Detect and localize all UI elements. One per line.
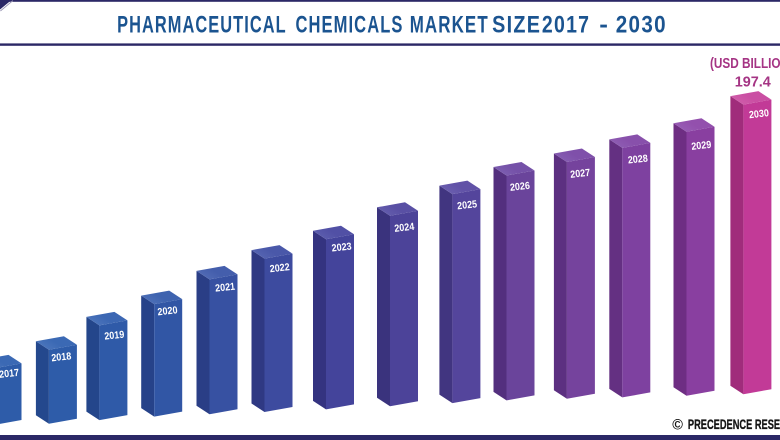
- svg-text:2023: 2023: [331, 241, 352, 254]
- svg-text:2028: 2028: [627, 153, 648, 166]
- svg-text:©: ©: [672, 418, 683, 434]
- svg-text:2024: 2024: [394, 222, 415, 235]
- svg-text:(USD BILLION): (USD BILLION): [710, 55, 780, 72]
- svg-text:PHARMACEUTICAL: PHARMACEUTICAL: [117, 11, 287, 38]
- svg-text:2027: 2027: [570, 168, 591, 181]
- svg-text:-: -: [599, 11, 609, 38]
- svg-text:197.4: 197.4: [735, 73, 772, 90]
- svg-text:2021: 2021: [215, 282, 236, 295]
- svg-text:CHEMICALS: CHEMICALS: [296, 11, 404, 38]
- svg-text:2017: 2017: [0, 368, 20, 381]
- svg-text:2018: 2018: [51, 351, 72, 364]
- svg-text:2025: 2025: [457, 199, 478, 212]
- svg-text:2022: 2022: [269, 262, 290, 275]
- svg-text:2020: 2020: [157, 305, 178, 318]
- svg-text:2030: 2030: [748, 108, 769, 121]
- svg-text:MARKET: MARKET: [410, 11, 489, 38]
- svg-text:2026: 2026: [509, 181, 530, 194]
- svg-text:2029: 2029: [691, 140, 712, 153]
- svg-text:PRECEDENCE RESEARCH: PRECEDENCE RESEARCH: [688, 417, 780, 432]
- svg-text:2019: 2019: [104, 330, 125, 343]
- svg-text:2017: 2017: [542, 11, 590, 38]
- svg-text:SIZE: SIZE: [492, 11, 541, 38]
- svg-text:2030: 2030: [616, 11, 667, 38]
